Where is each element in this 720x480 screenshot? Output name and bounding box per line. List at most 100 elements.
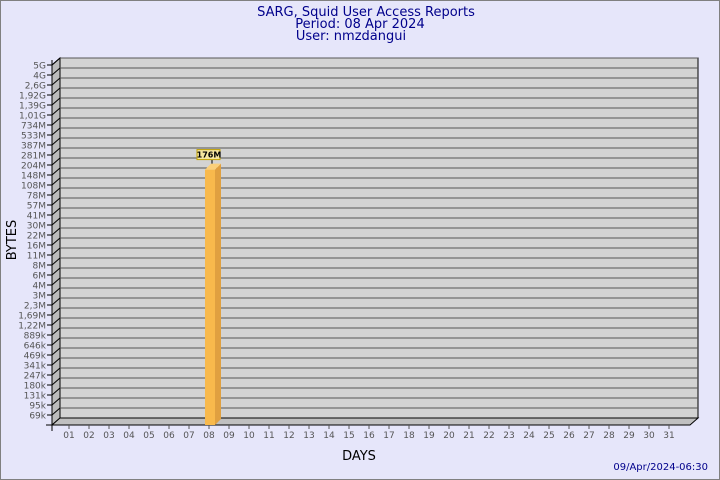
y-tick-slant — [51, 87, 61, 96]
y-tick-label: 41M — [27, 212, 46, 222]
y-tick-label: 1,69M — [18, 312, 46, 322]
y-tick-slant — [51, 67, 61, 76]
y-tick-label: 30M — [27, 222, 46, 232]
y-tick-label: 1,01G — [19, 112, 46, 122]
y-tick-label: 341k — [24, 362, 47, 372]
y-tick-label: 533M — [21, 132, 46, 142]
y-tick-slant — [51, 257, 61, 266]
y-tick-slant — [51, 107, 61, 116]
x-tick-label: 28 — [603, 431, 615, 441]
x-tick-label: 27 — [583, 431, 594, 441]
y-tick-label: 2,6G — [25, 82, 46, 92]
y-tick-label: 131k — [24, 392, 47, 402]
y-tick-label: 11M — [27, 252, 46, 262]
y-tick-slant — [51, 337, 61, 346]
y-tick-slant — [51, 197, 61, 206]
y-tick-label: 78M — [27, 192, 46, 202]
y-tick-label: 247k — [24, 372, 47, 382]
y-tick-slant — [51, 397, 61, 406]
y-tick-label: 3M — [33, 292, 47, 302]
chart-title-line2: Period: 08 Apr 2024 — [295, 17, 424, 32]
y-tick-label: 889k — [24, 332, 47, 342]
x-tick-label: 15 — [343, 431, 354, 441]
x-tick-label: 06 — [163, 431, 175, 441]
bar-top — [205, 163, 221, 170]
x-tick-label: 01 — [63, 431, 74, 441]
y-tick-slant — [51, 297, 61, 306]
y-tick-slant — [51, 187, 61, 196]
x-axis-label: DAYS — [342, 449, 376, 464]
y-tick-label: 646k — [24, 342, 47, 352]
y-tick-slant — [51, 387, 61, 396]
x-tick-label: 16 — [363, 431, 375, 441]
y-tick-label: 69k — [29, 412, 46, 422]
x-tick-label: 05 — [143, 431, 154, 441]
x-tick-label: 25 — [543, 431, 554, 441]
y-tick-slant — [51, 327, 61, 336]
y-tick-label: 8M — [33, 262, 47, 272]
x-tick-label: 13 — [303, 431, 314, 441]
y-tick-label: 469k — [24, 352, 47, 362]
data-label-box — [196, 149, 221, 161]
x-tick-label: 09 — [223, 431, 235, 441]
data-label: 176M — [197, 151, 222, 160]
x-tick-label: 30 — [643, 431, 655, 441]
y-tick-slant — [51, 227, 61, 236]
x-tick-label: 19 — [423, 431, 435, 441]
y-tick-slant — [51, 97, 61, 106]
y-tick-label: 1,22M — [18, 322, 46, 332]
x-tick-label: 10 — [243, 431, 255, 441]
y-tick-label: 204M — [21, 162, 46, 172]
chart-title-line1: SARG, Squid User Access Reports — [257, 5, 475, 20]
y-tick-slant — [51, 267, 61, 276]
x-tick-label: 31 — [663, 431, 674, 441]
x-tick-label: 02 — [83, 431, 94, 441]
y-tick-slant — [51, 127, 61, 136]
y-tick-label: 180k — [24, 382, 47, 392]
y-tick-label: 281M — [21, 152, 46, 162]
y-tick-slant — [51, 347, 61, 356]
y-tick-label: 1,39G — [19, 102, 46, 112]
x-tick-label: 12 — [283, 431, 294, 441]
y-tick-label: 2,3M — [24, 302, 46, 312]
x-tick-label: 08 — [203, 431, 215, 441]
y-tick-slant — [51, 147, 61, 156]
y-tick-slant — [51, 57, 61, 66]
y-tick-slant — [51, 307, 61, 316]
x-tick-label: 18 — [403, 431, 415, 441]
y-tick-label: 5G — [33, 62, 46, 72]
y-tick-label: 4M — [33, 282, 47, 292]
x-tick-label: 17 — [383, 431, 394, 441]
y-tick-label: 108M — [21, 182, 46, 192]
bar-side — [215, 163, 221, 425]
y-tick-slant — [51, 237, 61, 246]
y-tick-slant — [51, 407, 61, 416]
x-tick-label: 21 — [463, 431, 474, 441]
y-tick-slant — [51, 157, 61, 166]
y-tick-slant — [51, 277, 61, 286]
plot-floor — [50, 417, 700, 426]
y-tick-label: 387M — [21, 142, 46, 152]
y-tick-slant — [51, 207, 61, 216]
y-tick-label: 57M — [27, 202, 46, 212]
y-tick-slant — [51, 377, 61, 386]
y-tick-slant — [51, 117, 61, 126]
y-tick-label: 22M — [27, 232, 46, 242]
x-tick-label: 04 — [123, 431, 135, 441]
y-tick-label: 16M — [27, 242, 46, 252]
y-tick-label: 1,92G — [19, 92, 46, 102]
x-tick-label: 22 — [483, 431, 494, 441]
y-tick-slant — [51, 217, 61, 226]
x-tick-label: 23 — [503, 431, 514, 441]
chart-title-line3: User: nmzdangui — [296, 29, 406, 44]
x-tick-label: 20 — [443, 431, 455, 441]
y-tick-slant — [51, 367, 61, 376]
y-axis-label: BYTES — [5, 220, 20, 261]
bar-front — [205, 169, 215, 425]
y-tick-label: 148M — [21, 172, 46, 182]
y-tick-label: 95k — [29, 402, 46, 412]
y-tick-slant — [51, 77, 61, 86]
y-tick-slant — [51, 317, 61, 326]
footer-timestamp: 09/Apr/2024-06:30 — [613, 462, 708, 473]
